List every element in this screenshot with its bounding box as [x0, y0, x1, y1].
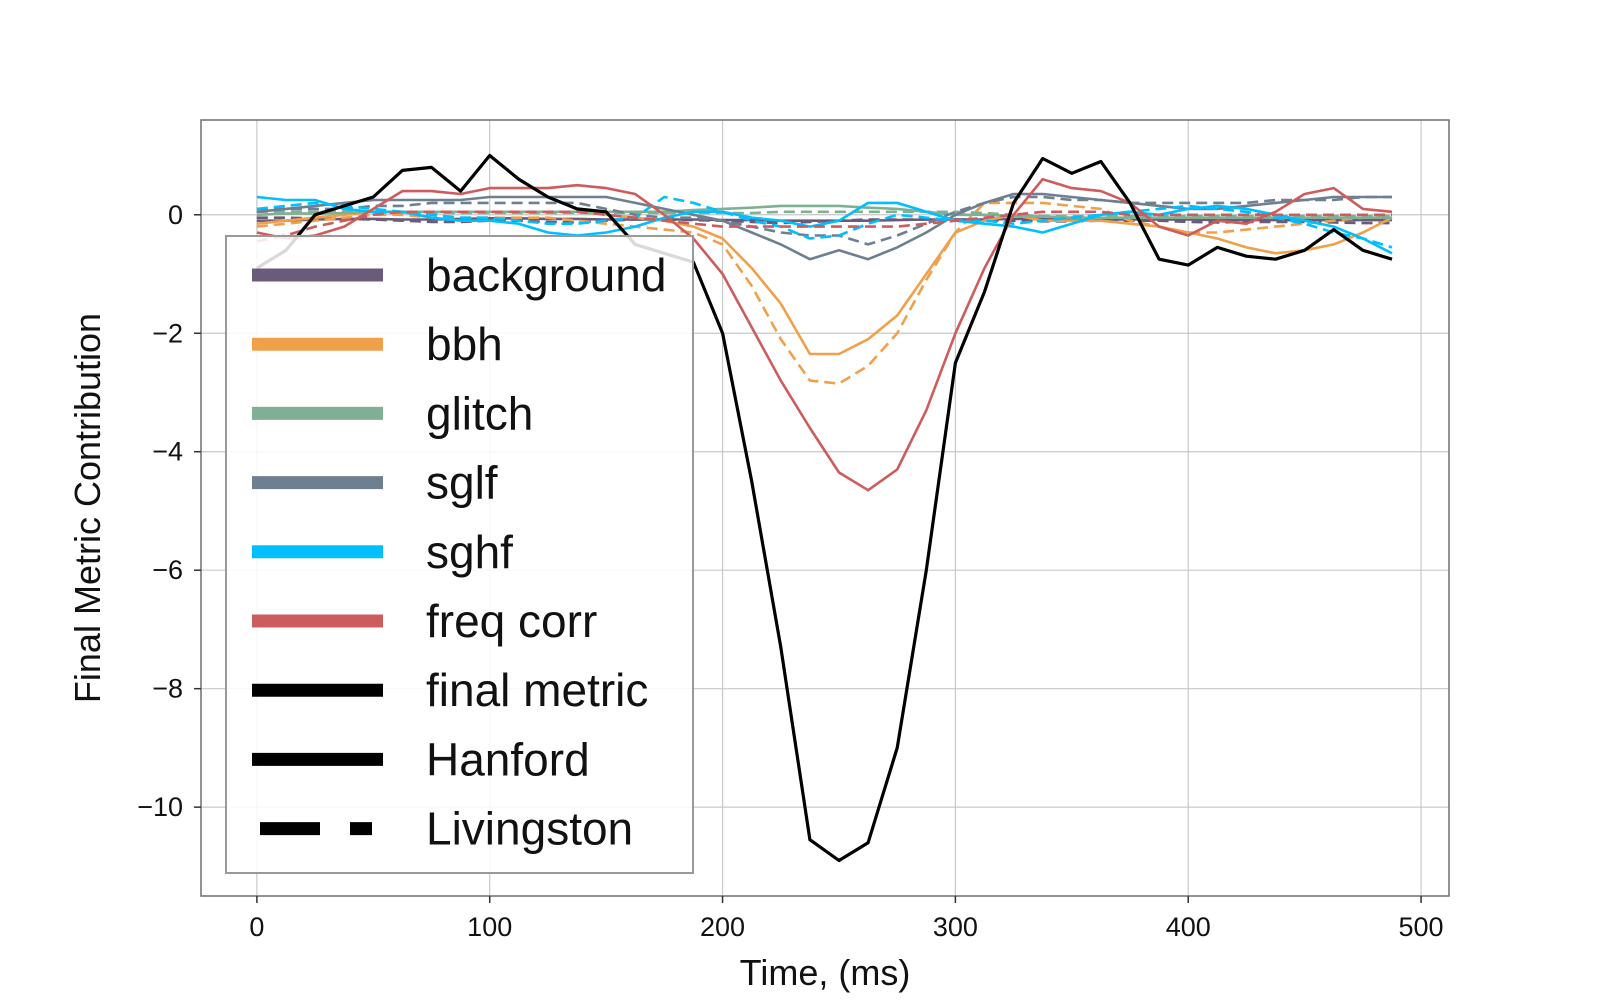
y-tick-label: −10	[137, 792, 183, 822]
legend-label-sglf: sglf	[426, 457, 498, 509]
legend-label-sghf: sghf	[426, 526, 513, 578]
series-line-sglf-livingston	[256, 195, 1392, 246]
series-line-sghf-livingston	[256, 195, 1393, 249]
y-tick-label: −6	[152, 555, 183, 585]
series-line-sglf-hanford	[256, 192, 1392, 261]
legend-label-glitch: glitch	[426, 387, 533, 439]
x-tick-label: 300	[933, 912, 978, 942]
series-line-freq-corr-livingston	[256, 210, 1392, 243]
x-axis-label: Time, (ms)	[740, 952, 911, 993]
y-tick-label: −2	[152, 318, 183, 348]
y-tick-label: −4	[152, 437, 183, 467]
series-line-background-livingston	[256, 216, 1392, 225]
legend-label-livingston: Livingston	[426, 803, 633, 855]
series-line-final-metric-hanford	[256, 153, 1393, 863]
legend-label-final-metric: final metric	[426, 664, 648, 716]
x-tick-label: 100	[467, 912, 512, 942]
y-axis-label: Final Metric Contribution	[67, 313, 108, 703]
legend-label-background: background	[426, 249, 666, 301]
series-line-bbh-livingston	[256, 201, 1393, 385]
legend-label-bbh: bbh	[426, 318, 503, 370]
series-line-sghf-hanford	[256, 195, 1393, 255]
legend-label-hanford: Hanford	[426, 733, 590, 785]
series-line-freq-corr-hanford	[256, 177, 1393, 492]
y-tick-label: 0	[168, 200, 183, 230]
legend-label-freq-corr: freq corr	[426, 595, 597, 647]
x-tick-label: 0	[249, 912, 264, 942]
plot-frame	[200, 119, 1450, 897]
x-tick-label: 400	[1166, 912, 1211, 942]
legend: background bbh glitch sglf sghf freq corr fina…	[225, 235, 694, 874]
x-tick-label: 200	[700, 912, 745, 942]
y-tick-label: −8	[152, 674, 183, 704]
x-tick-label: 500	[1399, 912, 1444, 942]
y-axis: −10 −8 −6 −4 −2 0	[137, 200, 201, 822]
x-axis: 0 100 200 300 400 500	[249, 896, 1444, 942]
plot-area	[256, 153, 1393, 863]
